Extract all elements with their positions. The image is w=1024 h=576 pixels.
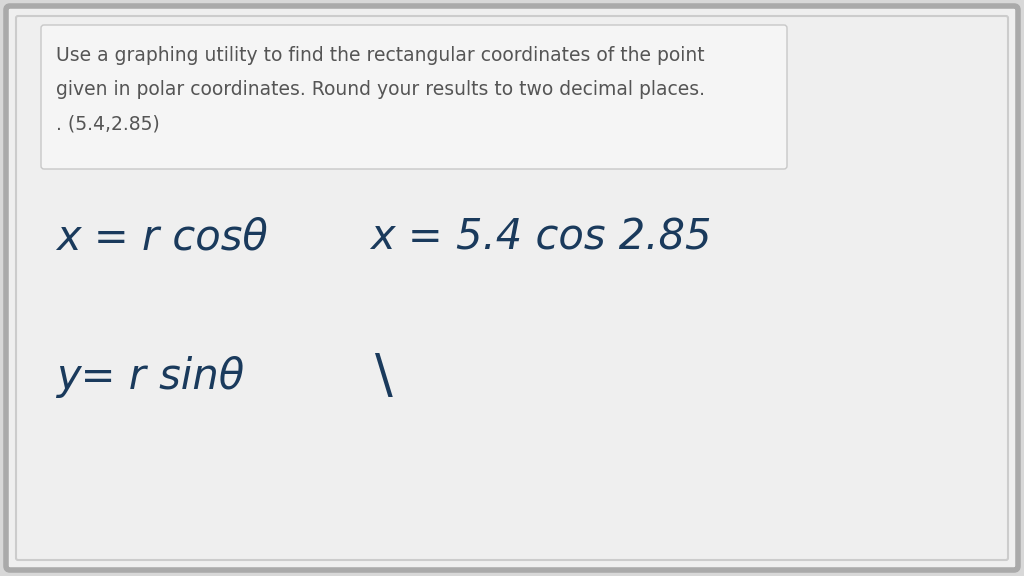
Text: x = r cosθ: x = r cosθ: [56, 216, 268, 258]
Text: y= r sinθ: y= r sinθ: [56, 356, 245, 398]
FancyBboxPatch shape: [6, 6, 1018, 570]
Text: Use a graphing utility to find the rectangular coordinates of the point: Use a graphing utility to find the recta…: [56, 46, 705, 65]
Text: given in polar coordinates. Round your results to two decimal places.: given in polar coordinates. Round your r…: [56, 80, 705, 99]
Text: x = 5.4 cos 2.85: x = 5.4 cos 2.85: [370, 216, 712, 258]
Text: . (5.4,2.85): . (5.4,2.85): [56, 115, 160, 134]
Text: \: \: [375, 351, 393, 403]
FancyBboxPatch shape: [41, 25, 787, 169]
